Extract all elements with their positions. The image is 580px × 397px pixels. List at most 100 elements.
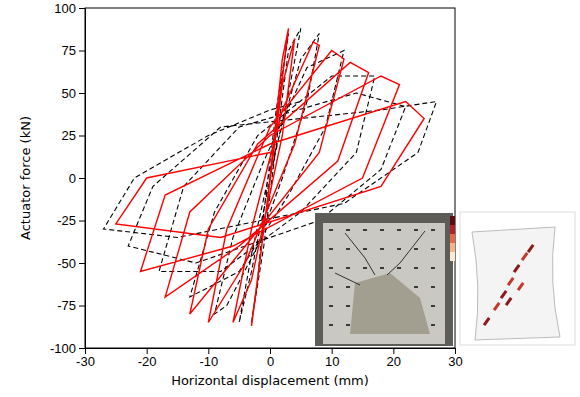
tick-label: 20 [387,354,401,369]
tick: 100 [54,1,85,16]
chart: -30-20-100102030-100-75-50-250255075100H… [0,0,580,397]
photo-target [329,267,333,269]
photo-target [414,286,418,288]
photo-target [431,229,435,231]
tick: 30 [448,348,462,369]
tick-label: 0 [69,171,76,186]
photo-target [431,305,435,307]
tick-mark [79,221,85,222]
tick-label: -25 [57,213,76,228]
photo-target [414,267,418,269]
tick-label: -20 [138,354,157,369]
tick-label: 25 [62,128,76,143]
tick-label: 0 [267,354,274,369]
photo-target [346,267,350,269]
tick: -25 [57,213,85,228]
photo-target [346,248,350,250]
photo-wall [323,223,445,344]
tick-mark [208,348,209,354]
tick: 25 [62,128,85,143]
model-crack [521,252,529,261]
photo-target [346,286,350,288]
model-colorbar [450,252,455,261]
photo-target [414,229,418,231]
tick: -20 [138,348,157,369]
tick: 75 [62,43,85,58]
tick-mark [79,348,85,349]
photo-target [346,305,350,307]
tick: 0 [267,348,274,369]
inset-images [315,212,575,346]
tick: 20 [387,348,401,369]
tick-mark [79,178,85,179]
tick-label: 10 [325,354,339,369]
tick-label: 50 [62,86,76,101]
tick: -30 [76,348,95,369]
photo-target [397,229,401,231]
model-crack [517,282,525,291]
photo-crack [335,231,425,285]
photo-target [397,248,401,250]
tick: -75 [57,298,85,313]
model-colorbar [450,225,455,234]
tick-label: -30 [76,354,95,369]
photo-target [329,305,333,307]
photo-target [431,286,435,288]
photo-frame [315,213,453,346]
tick: -10 [199,348,218,369]
tick-mark [147,348,148,354]
tick-label: 100 [54,1,76,16]
tick-mark [393,348,394,354]
tick-mark [79,263,85,264]
photo-target [329,324,333,326]
model-shape [472,227,560,340]
tick-label: -75 [57,298,76,313]
tick-mark [85,348,86,354]
model-crack [483,317,491,326]
tick-mark [79,93,85,94]
x-axis: -30 -20 -10 0 10 20 30 [76,348,463,369]
model-colorbar [450,243,455,252]
tick-label: -100 [50,341,76,356]
photo-target [329,229,333,231]
photo-target [346,324,350,326]
photo-target [346,229,350,231]
photo-target [363,229,367,231]
photo-target [329,286,333,288]
tick-mark [79,306,85,307]
photo-target [431,248,435,250]
model-colorbar [450,234,455,243]
photo-target [431,267,435,269]
x-axis-title: Horizontal displacement (mm) [171,373,369,388]
photo-target [329,248,333,250]
tick-mark [270,348,271,354]
model-crack [493,302,501,311]
tick: -100 [50,341,85,356]
tick: 50 [62,86,85,101]
photo-target [363,267,367,269]
photo-spalling [350,273,430,334]
tick-mark [455,348,456,354]
model-colorbar [450,216,455,225]
tick-mark [79,51,85,52]
tick: 0 [69,171,85,186]
model-crack [505,297,513,306]
tick-mark [79,136,85,137]
tick-mark [79,8,85,9]
photo-target [363,248,367,250]
photo-target [380,229,384,231]
photo-target [380,248,384,250]
y-axis-title: Actuator force (kN) [18,116,33,240]
tick-label: 30 [448,354,462,369]
y-axis: -100 -75 -50 -25 0 25 50 75 100 [50,1,86,356]
photo-target [397,267,401,269]
model-crack [513,264,521,273]
model-crack [500,290,508,299]
photo-target [380,267,384,269]
tick-label: 75 [62,43,76,58]
tick: -50 [57,256,85,271]
model-panel [460,212,575,345]
model-crack [527,244,535,253]
axis-line [85,9,86,349]
photo-target [431,324,435,326]
